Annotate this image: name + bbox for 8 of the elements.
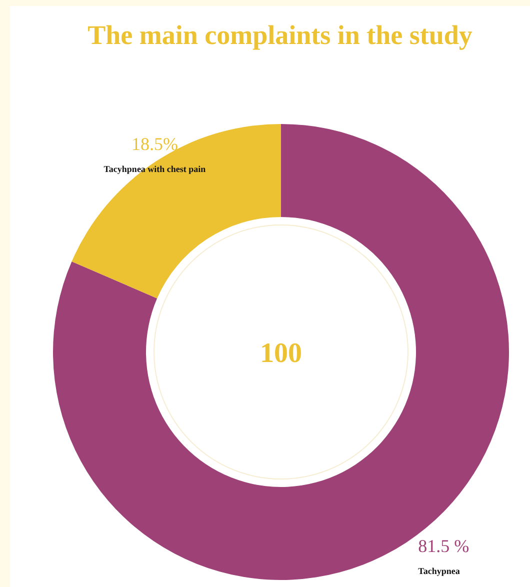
chart-title: The main complaints in the study [88,20,473,50]
data-label: 18.5% [131,134,178,154]
slice-label: Tachypnea [418,566,460,576]
text: 100 [260,338,302,369]
donut-slice [53,124,509,580]
data-label: 81.5 % [418,536,470,556]
donut-slice [72,124,281,298]
slice-label: Tacyhpnea with chest pain [104,164,206,174]
